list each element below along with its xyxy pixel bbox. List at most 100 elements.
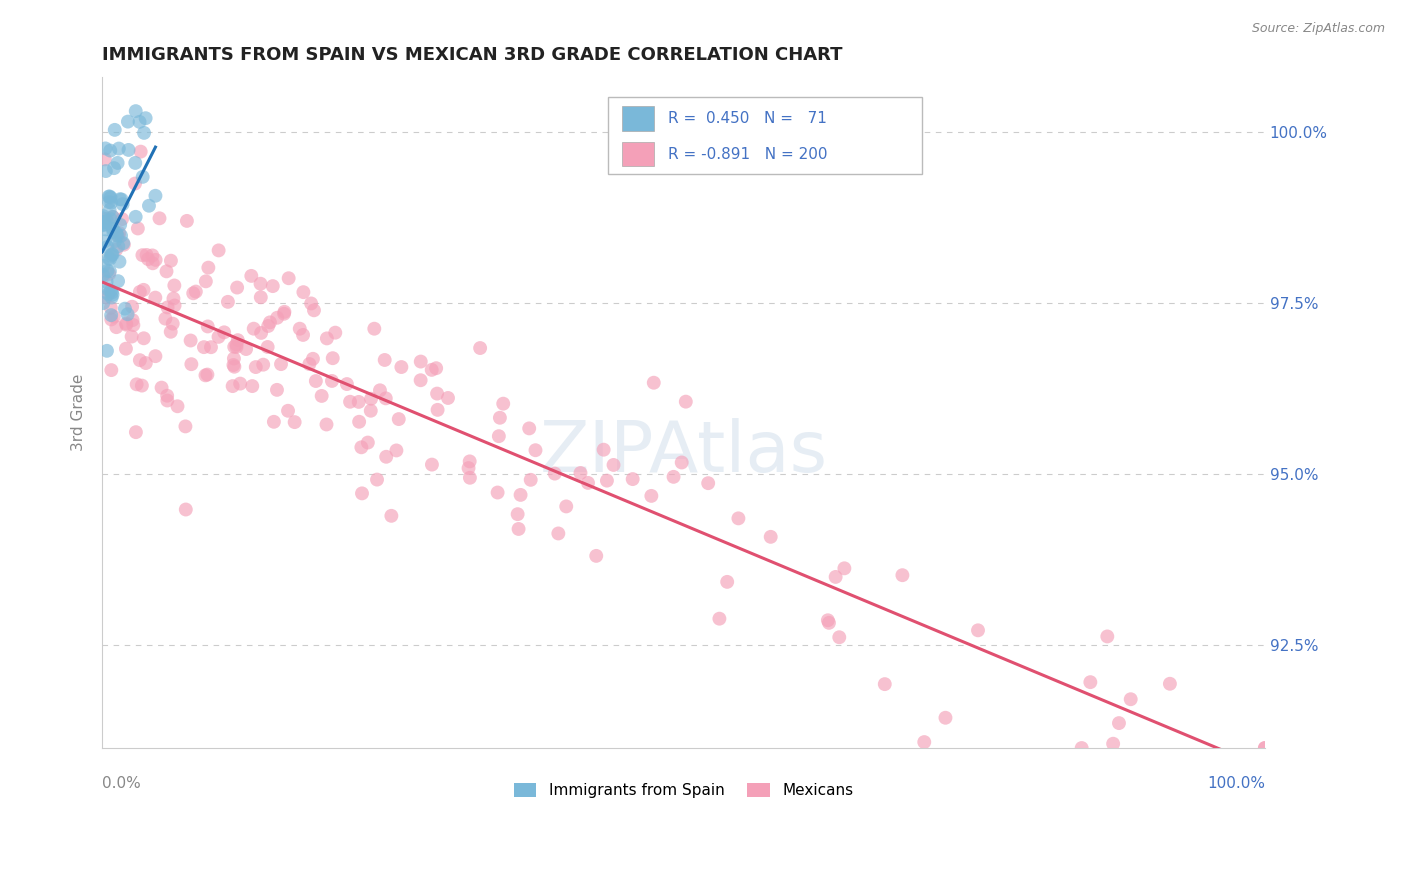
Point	[91, 218, 114, 232]
Point	[110, 193, 132, 207]
Point	[124, 156, 146, 170]
Point	[759, 530, 782, 544]
Point	[107, 239, 129, 253]
Point	[1097, 629, 1119, 643]
Point	[180, 334, 202, 348]
Point	[207, 330, 229, 344]
Point	[621, 472, 644, 486]
Point	[100, 308, 122, 322]
Point	[132, 331, 155, 345]
Point	[117, 143, 139, 157]
Point	[1078, 675, 1101, 690]
Point	[486, 485, 509, 500]
Point	[162, 292, 184, 306]
Point	[98, 264, 121, 278]
Point	[284, 415, 307, 429]
Point	[131, 248, 153, 262]
FancyBboxPatch shape	[621, 142, 654, 166]
Point	[640, 489, 662, 503]
Point	[112, 236, 135, 251]
Point	[100, 284, 122, 298]
Point	[136, 252, 159, 266]
Point	[125, 425, 148, 439]
Point	[100, 363, 122, 377]
Point	[492, 397, 515, 411]
Point	[245, 360, 267, 375]
Point	[602, 458, 624, 472]
Text: IMMIGRANTS FROM SPAIN VS MEXICAN 3RD GRADE CORRELATION CHART: IMMIGRANTS FROM SPAIN VS MEXICAN 3RD GRA…	[103, 46, 842, 64]
Point	[132, 126, 155, 140]
Point	[128, 115, 150, 129]
Point	[374, 392, 396, 406]
Point	[197, 368, 219, 382]
Point	[224, 359, 246, 374]
Point	[105, 320, 128, 334]
Point	[104, 234, 127, 248]
FancyBboxPatch shape	[607, 97, 922, 174]
Point	[105, 243, 128, 257]
Point	[121, 300, 143, 314]
Point	[100, 212, 122, 227]
Point	[98, 189, 121, 203]
Point	[135, 248, 157, 262]
Point	[91, 211, 114, 226]
Point	[108, 142, 131, 156]
Text: Source: ZipAtlas.com: Source: ZipAtlas.com	[1251, 22, 1385, 36]
Point	[273, 305, 295, 319]
Point	[181, 286, 204, 301]
Point	[145, 188, 167, 202]
Point	[224, 340, 246, 354]
Point	[98, 252, 121, 266]
Point	[409, 354, 432, 368]
Point	[828, 630, 851, 644]
Point	[350, 440, 373, 454]
Point	[506, 507, 529, 521]
Point	[163, 298, 186, 312]
Point	[197, 319, 219, 334]
Point	[121, 329, 143, 343]
Point	[103, 161, 125, 175]
Text: R =  0.450   N =   71: R = 0.450 N = 71	[668, 111, 827, 126]
Point	[145, 252, 167, 267]
Point	[360, 403, 382, 417]
Point	[252, 358, 274, 372]
Point	[363, 321, 385, 335]
Point	[249, 277, 271, 291]
Point	[426, 402, 449, 417]
Y-axis label: 3rd Grade: 3rd Grade	[72, 374, 86, 451]
Point	[96, 214, 118, 228]
Point	[834, 561, 856, 575]
Point	[240, 379, 263, 393]
Point	[357, 435, 380, 450]
Point	[420, 458, 443, 472]
Point	[125, 104, 148, 119]
Point	[100, 195, 122, 210]
Point	[110, 228, 132, 243]
Point	[107, 229, 129, 244]
Point	[716, 574, 738, 589]
Point	[121, 313, 143, 327]
Point	[426, 386, 449, 401]
Point	[1102, 737, 1125, 751]
Point	[222, 351, 245, 366]
Point	[101, 287, 124, 301]
Point	[131, 169, 153, 184]
Point	[221, 379, 243, 393]
Point	[437, 391, 460, 405]
Point	[101, 247, 124, 261]
Point	[97, 189, 120, 203]
Point	[193, 340, 215, 354]
Point	[967, 624, 990, 638]
Point	[135, 112, 157, 126]
Point	[105, 226, 128, 240]
Point	[101, 247, 124, 261]
Point	[336, 377, 359, 392]
Point	[111, 197, 134, 211]
Point	[298, 357, 321, 371]
Point	[94, 164, 117, 178]
Point	[420, 363, 443, 377]
Point	[96, 343, 118, 358]
Point	[547, 526, 569, 541]
Point	[166, 399, 188, 413]
Point	[389, 359, 412, 374]
